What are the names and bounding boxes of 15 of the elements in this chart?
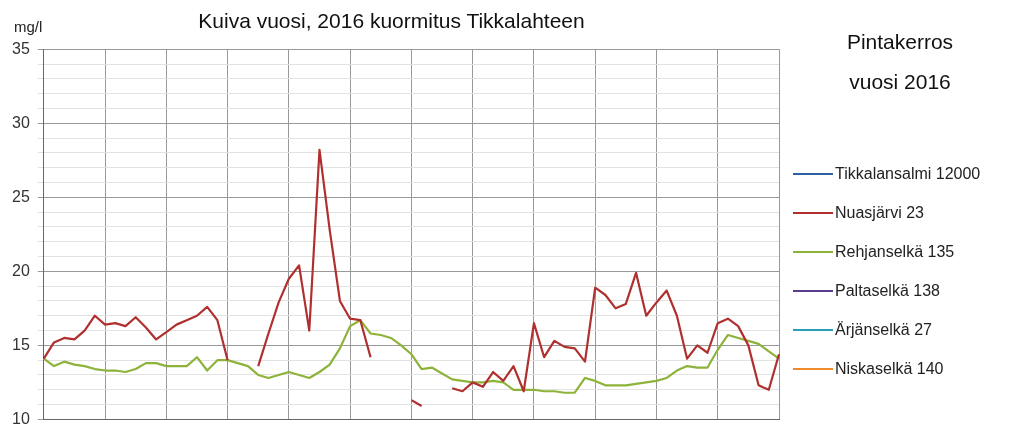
legend-label: Niskaselkä 140 <box>835 359 944 378</box>
y-axis-title: mg/l <box>14 17 43 35</box>
legend-label: Nuasjärvi 23 <box>835 203 924 222</box>
y-tick-label: 15 <box>12 335 30 353</box>
y-tick-label: 10 <box>12 409 30 427</box>
y-tick-label: 20 <box>12 261 30 279</box>
legend-title: Pintakerros vuosi 2016 <box>845 29 955 95</box>
y-tick-label: 30 <box>12 113 30 131</box>
chart-title: Kuiva vuosi, 2016 kuormitus Tikkalahteen <box>198 9 585 33</box>
legend-label: Paltaselkä 138 <box>835 281 940 300</box>
legend-label: Tikkalansalmi 12000 <box>835 164 981 183</box>
y-tick-label: 35 <box>12 39 30 57</box>
legend-label: Ärjänselkä 27 <box>835 320 932 339</box>
y-tick-label: 25 <box>12 187 30 205</box>
legend-label: Rehjanselkä 135 <box>835 242 955 261</box>
